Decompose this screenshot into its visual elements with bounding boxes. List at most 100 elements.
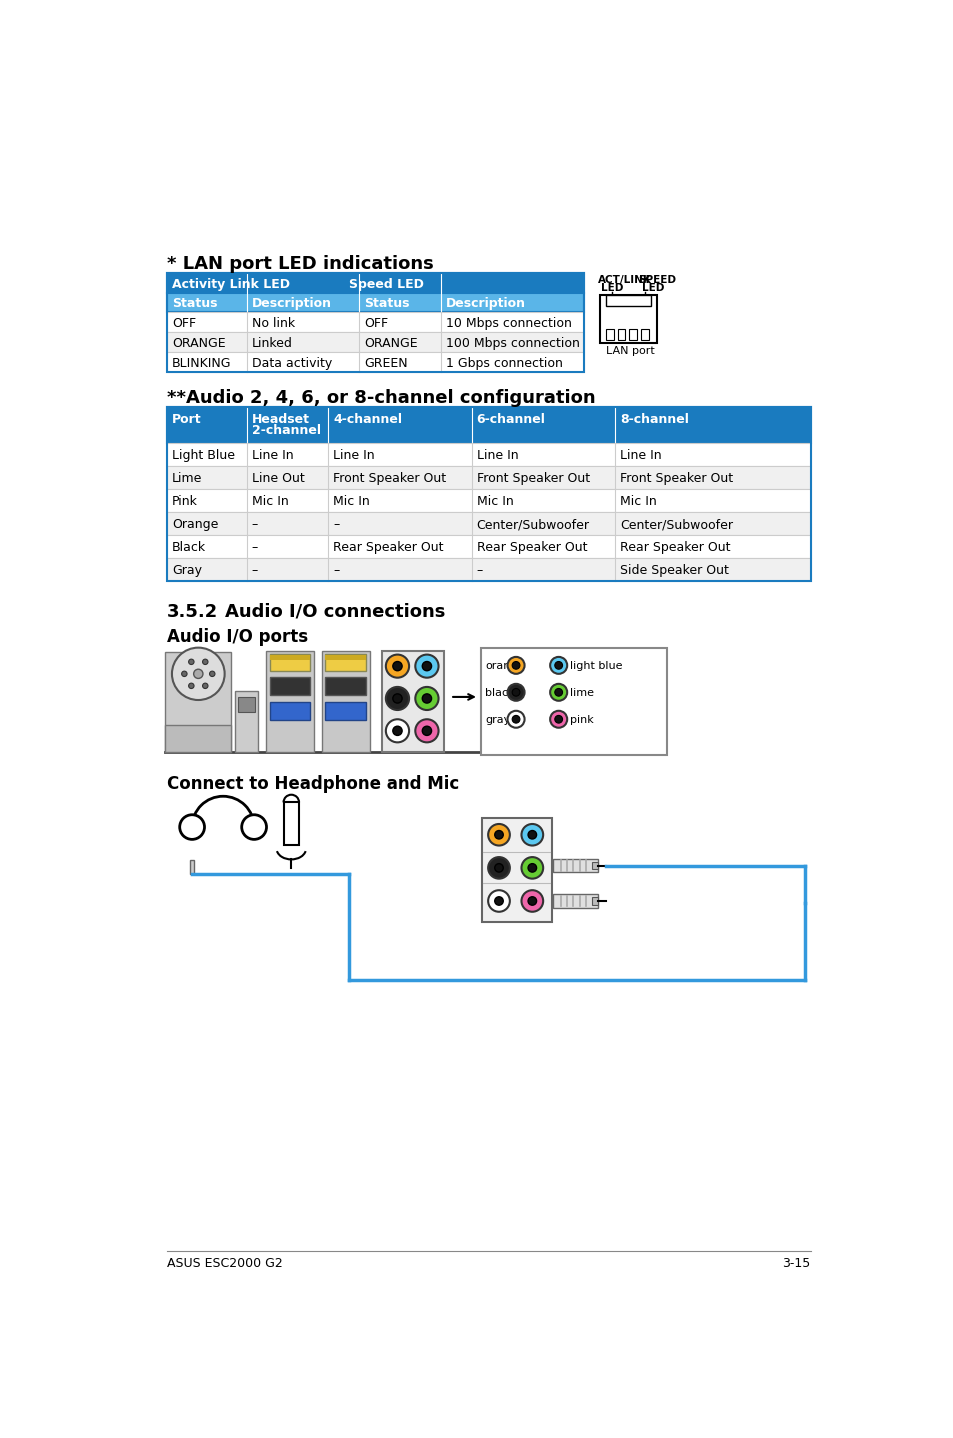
Bar <box>592 861 598 870</box>
Bar <box>167 443 810 466</box>
Text: Speed LED: Speed LED <box>349 278 423 290</box>
Text: –: – <box>252 565 257 578</box>
Text: black: black <box>484 687 514 697</box>
Bar <box>167 407 810 581</box>
Circle shape <box>528 864 536 871</box>
Text: gray: gray <box>484 715 510 725</box>
Circle shape <box>202 683 208 689</box>
Bar <box>167 312 583 332</box>
Text: ASUS ESC2000 G2: ASUS ESC2000 G2 <box>167 1257 283 1270</box>
Bar <box>325 654 365 670</box>
Circle shape <box>422 726 431 735</box>
Circle shape <box>512 716 519 723</box>
Bar <box>270 656 310 660</box>
Text: Pink: Pink <box>172 495 197 508</box>
Bar <box>266 651 314 752</box>
Text: Line In: Line In <box>476 449 517 462</box>
Bar <box>165 725 231 752</box>
Bar <box>599 295 657 342</box>
Circle shape <box>550 657 567 674</box>
Bar <box>167 489 810 512</box>
Text: LAN port: LAN port <box>605 345 654 355</box>
Circle shape <box>415 719 438 742</box>
Bar <box>480 649 666 755</box>
Circle shape <box>555 689 562 696</box>
Text: ACT/LINK: ACT/LINK <box>598 275 652 285</box>
Text: LED: LED <box>600 283 623 293</box>
Text: Line In: Line In <box>252 449 294 462</box>
Circle shape <box>555 716 562 723</box>
Text: 2-channel: 2-channel <box>252 424 320 437</box>
Text: 100 Mbps connection: 100 Mbps connection <box>445 336 578 349</box>
Circle shape <box>385 687 409 710</box>
Circle shape <box>488 890 509 912</box>
Text: 4-channel: 4-channel <box>333 413 402 426</box>
Text: Side Speaker Out: Side Speaker Out <box>619 565 728 578</box>
Bar <box>325 702 365 720</box>
Bar <box>553 858 598 873</box>
Text: –: – <box>333 565 339 578</box>
Circle shape <box>528 831 536 838</box>
Text: 6-channel: 6-channel <box>476 413 545 426</box>
Text: 3.5.2: 3.5.2 <box>167 603 218 621</box>
Text: Mic In: Mic In <box>333 495 370 508</box>
Circle shape <box>495 831 503 838</box>
Bar <box>592 897 598 905</box>
Circle shape <box>507 710 524 728</box>
Text: 3-15: 3-15 <box>781 1257 810 1270</box>
Circle shape <box>393 661 402 670</box>
Circle shape <box>193 669 203 679</box>
Bar <box>165 653 231 752</box>
Text: Front Speaker Out: Front Speaker Out <box>476 472 589 485</box>
Bar <box>629 329 637 339</box>
Circle shape <box>555 661 562 669</box>
Bar <box>605 329 613 339</box>
Circle shape <box>179 815 204 840</box>
Text: **Audio 2, 4, 6, or 8-channel configuration: **Audio 2, 4, 6, or 8-channel configurat… <box>167 388 596 407</box>
Circle shape <box>415 654 438 677</box>
Circle shape <box>512 661 519 669</box>
Text: Audio I/O ports: Audio I/O ports <box>167 627 308 646</box>
Circle shape <box>550 710 567 728</box>
Text: Line Out: Line Out <box>252 472 304 485</box>
Text: 8-channel: 8-channel <box>619 413 688 426</box>
Circle shape <box>181 672 187 676</box>
Text: * LAN port LED indications: * LAN port LED indications <box>167 255 434 273</box>
Text: –: – <box>476 565 482 578</box>
Bar <box>270 677 310 696</box>
Text: Lime: Lime <box>172 472 202 485</box>
Bar <box>167 273 583 293</box>
Bar <box>167 273 583 372</box>
Circle shape <box>393 726 402 735</box>
Circle shape <box>422 661 431 670</box>
Circle shape <box>241 815 266 840</box>
Bar <box>167 407 810 443</box>
Circle shape <box>495 864 503 871</box>
Circle shape <box>172 647 224 700</box>
Circle shape <box>422 695 431 703</box>
Bar <box>190 860 194 874</box>
Text: light blue: light blue <box>570 660 622 670</box>
Bar <box>167 352 583 372</box>
Text: Headset: Headset <box>252 413 310 426</box>
Text: 10 Mbps connection: 10 Mbps connection <box>445 316 571 329</box>
Circle shape <box>528 897 536 905</box>
Text: Description: Description <box>445 298 525 311</box>
Text: Light Blue: Light Blue <box>172 449 234 462</box>
Text: BLINKING: BLINKING <box>172 357 232 370</box>
Circle shape <box>189 683 193 689</box>
Bar <box>283 802 298 844</box>
Circle shape <box>385 719 409 742</box>
Circle shape <box>507 684 524 700</box>
Bar <box>167 466 810 489</box>
Text: Rear Speaker Out: Rear Speaker Out <box>333 541 443 555</box>
Bar <box>167 558 810 581</box>
Bar <box>617 329 624 339</box>
Text: Mic In: Mic In <box>619 495 656 508</box>
Circle shape <box>488 824 509 846</box>
Bar <box>167 512 810 535</box>
Circle shape <box>393 695 402 703</box>
Text: –: – <box>333 518 339 531</box>
Circle shape <box>415 687 438 710</box>
Text: Line In: Line In <box>619 449 660 462</box>
